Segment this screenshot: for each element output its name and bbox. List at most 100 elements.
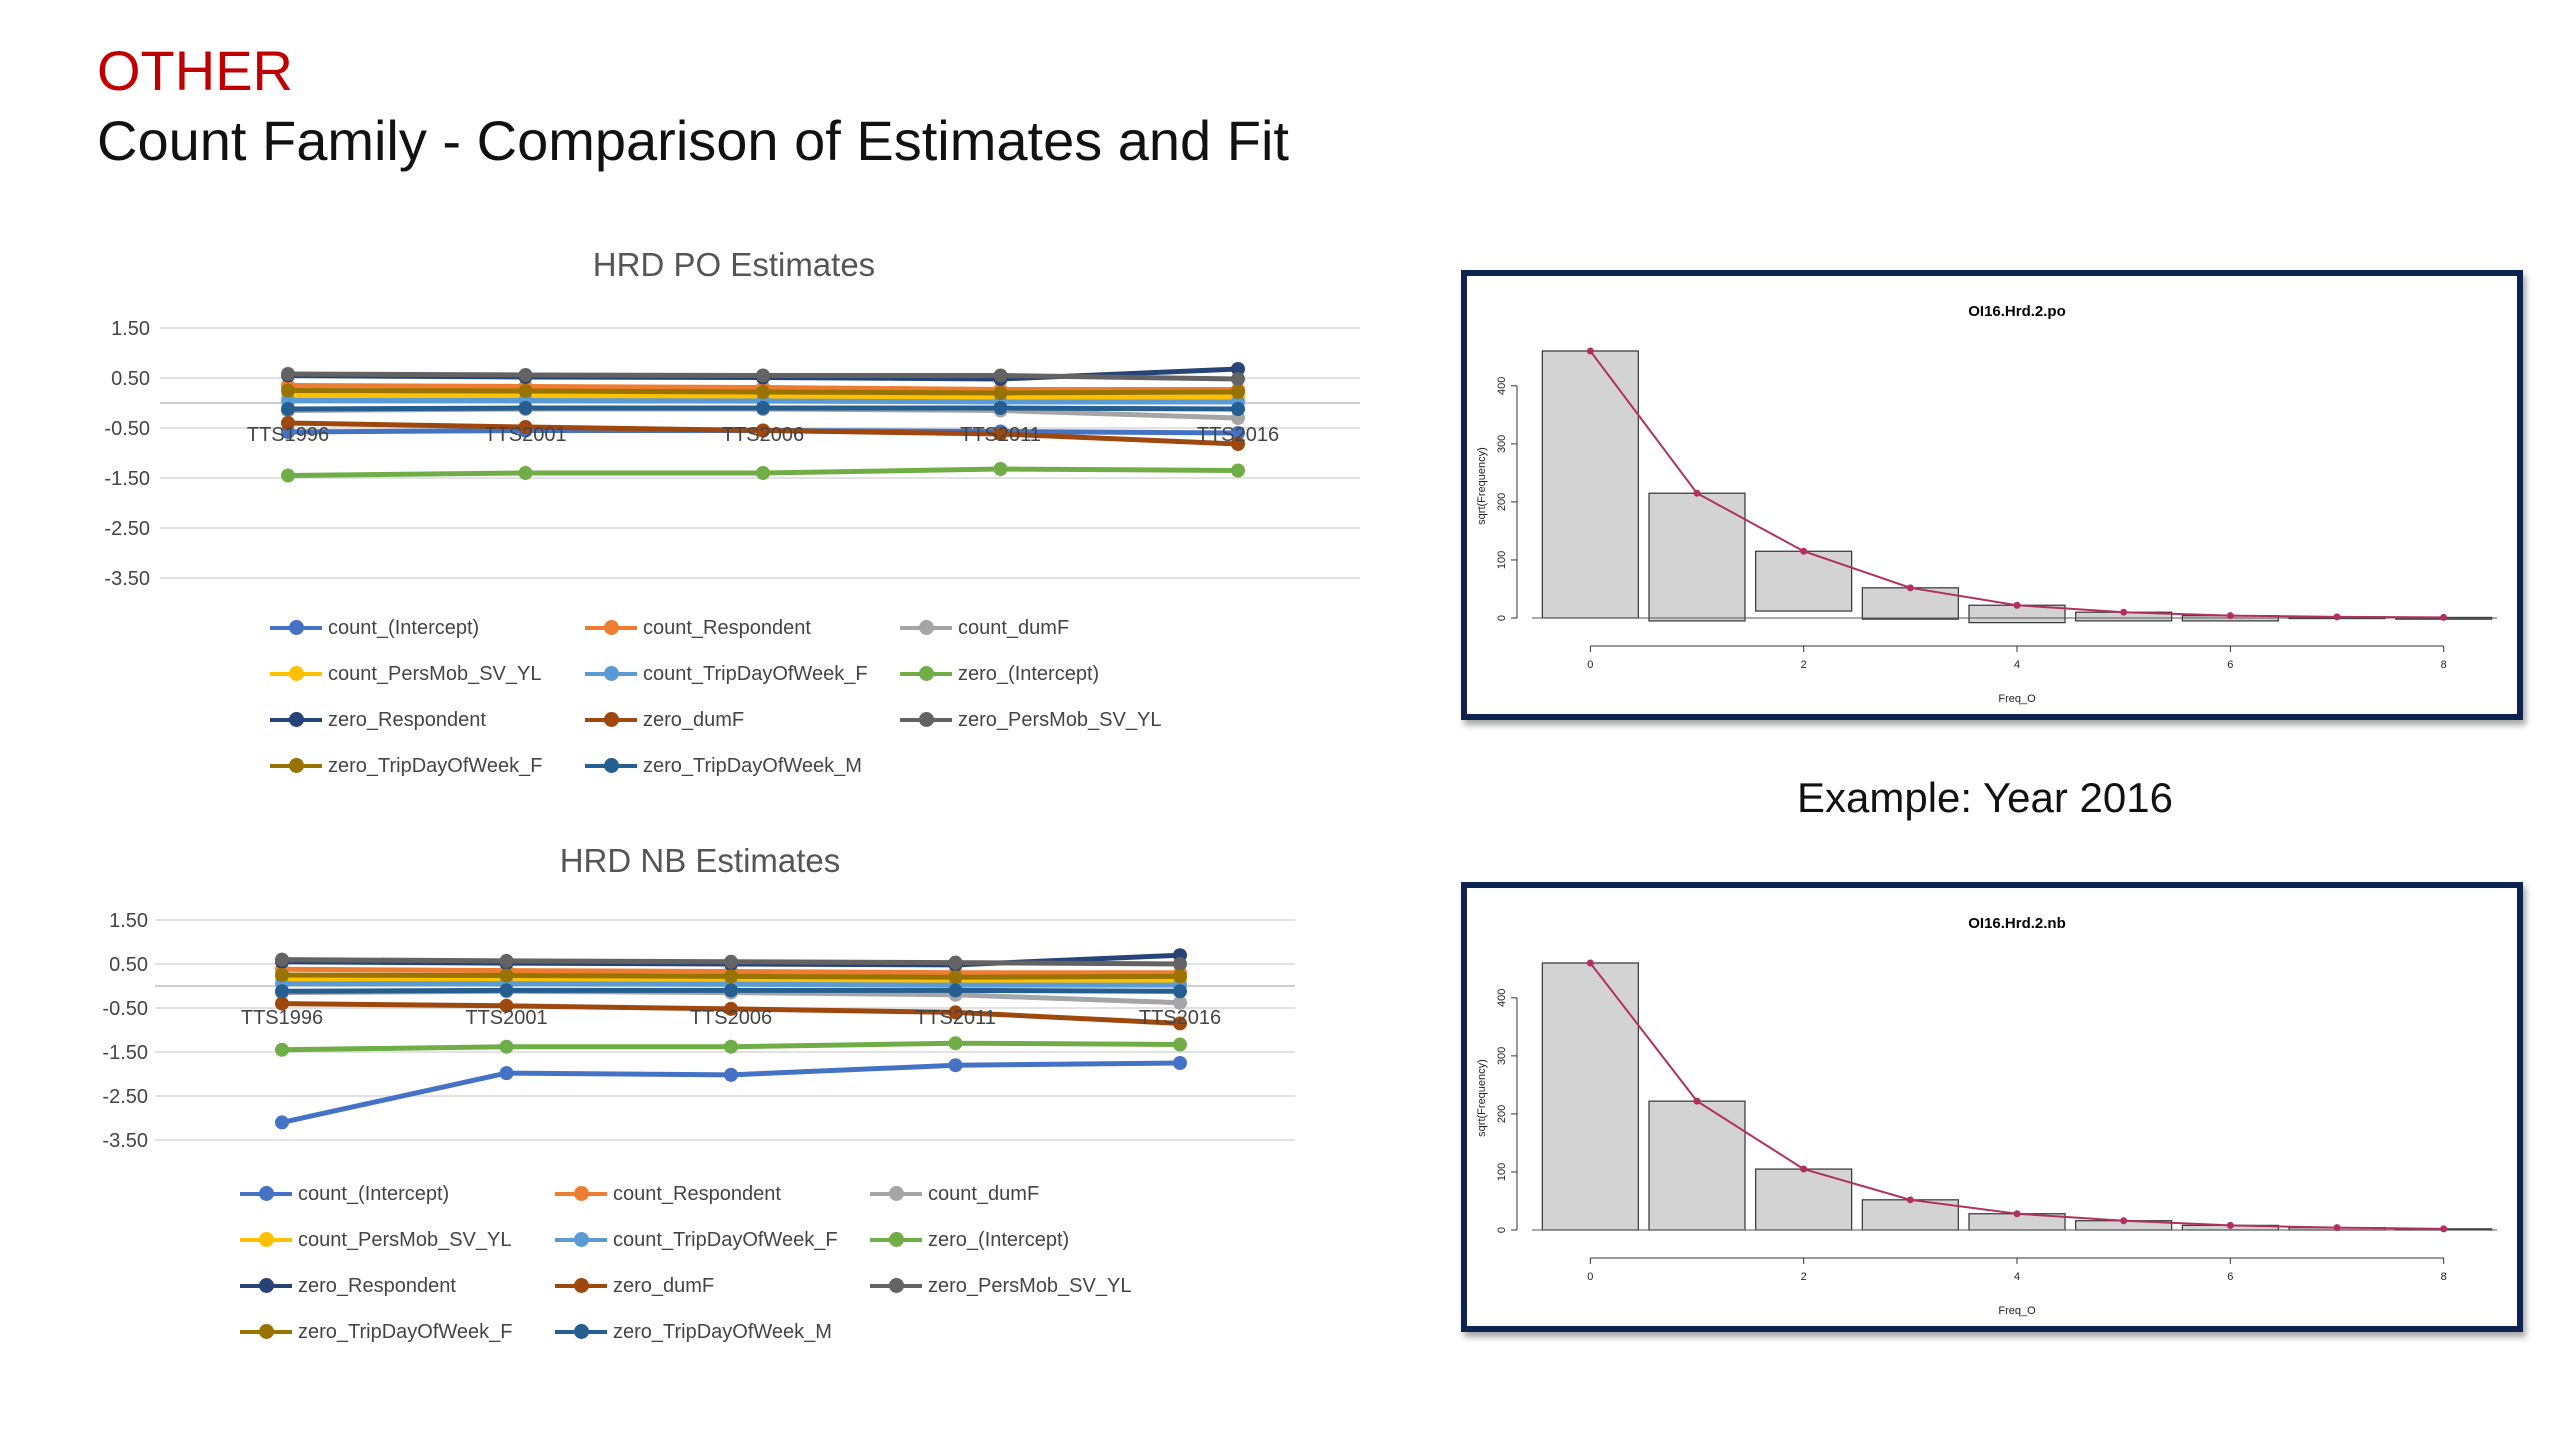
x-tick-label: TTS2011 (960, 424, 1041, 446)
legend-swatch (585, 620, 637, 635)
y-tick-label: 0 (1496, 1227, 1508, 1233)
point-zero-intercept (281, 468, 295, 483)
point-zero-intercept (518, 466, 533, 480)
chart-title: HRD NB Estimates (560, 842, 841, 879)
legend-swatch (270, 712, 322, 727)
legend-label: count_TripDayOfWeek_F (643, 662, 868, 685)
hrd-po-estimates-chart: HRD PO Estimates 1.50 0.50 -0.50 -1.50 -2.50 -… (60, 240, 1380, 600)
legend-label: count_dumF (928, 1182, 1040, 1205)
point-zero-tripdayofweek-f (281, 383, 295, 398)
legend-swatch (240, 1232, 292, 1247)
y-tick-label: 400 (1496, 989, 1508, 1007)
legend-item: count_Respondent (555, 1178, 870, 1210)
expected-point (2013, 1210, 2021, 1218)
point-zero-intercept (948, 1036, 963, 1051)
expected-point (1800, 1165, 1808, 1173)
hrd-nb-estimates-chart: HRD NB Estimates 1.50 0.50 -0.50 -1.50 -2.50 -… (60, 830, 1320, 1190)
legend-swatch (270, 758, 322, 773)
point-zero-tripdayofweek-m (1231, 402, 1245, 416)
point-count-intercept (499, 1066, 514, 1081)
point-zero-intercept (993, 462, 1008, 476)
point-zero-intercept (275, 1042, 289, 1057)
expected-point (2333, 613, 2341, 621)
x-tick-label: 8 (2441, 659, 2447, 671)
point-zero-persmob-sv-yl (724, 954, 738, 969)
legend-item: zero_dumF (555, 1270, 870, 1302)
x-tick-label: 2 (1801, 659, 1807, 671)
legend-item: count_dumF (900, 612, 1215, 644)
x-tick-label: 6 (2227, 659, 2233, 671)
point-zero-tripdayofweek-m (518, 401, 533, 415)
expected-point (1586, 347, 1594, 355)
point-zero-tripdayofweek-m (993, 401, 1008, 415)
x-tick-label: TTS2016 (1139, 1007, 1221, 1029)
legend-swatch (585, 712, 637, 727)
point-zero-tripdayofweek-f (518, 384, 533, 398)
slide-subtitle: Count Family - Comparison of Estimates a… (97, 109, 1289, 172)
legend-label: zero_(Intercept) (928, 1228, 1070, 1251)
x-axis-label: Freq_O (1998, 1305, 2036, 1317)
legend-swatch (585, 666, 637, 681)
expected-point (1906, 1196, 1914, 1204)
y-tick-label: 300 (1496, 1047, 1508, 1065)
legend-item: count_Respondent (585, 612, 900, 644)
point-zero-tripdayofweek-f (1173, 969, 1187, 984)
legend-swatch (555, 1278, 607, 1293)
y-axis-label: sqrt(Frequency) (1476, 447, 1488, 525)
legend-swatch (900, 620, 952, 635)
rootogram-bar (1541, 962, 1639, 1231)
hrd-po-line-svg: HRD PO Estimates 1.50 0.50 -0.50 -1.50 -2.50 -… (104, 246, 1360, 590)
point-zero-dumf (499, 998, 514, 1013)
expected-point (2120, 1217, 2128, 1225)
point-zero-dumf (1173, 1016, 1187, 1031)
legend-label: zero_TripDayOfWeek_F (298, 1320, 513, 1343)
legend-label: zero_Respondent (328, 708, 486, 731)
legend-swatch (555, 1186, 607, 1201)
point-zero-dumf (275, 996, 289, 1011)
point-zero-tripdayofweek-m (1173, 984, 1187, 999)
rootogram-bar (1648, 1100, 1746, 1231)
legend-item: count_dumF (870, 1178, 1185, 1210)
point-zero-dumf (1231, 437, 1245, 451)
x-tick-label: 4 (2014, 659, 2020, 671)
legend-label: zero_PersMob_SV_YL (958, 708, 1162, 731)
expected-point (1586, 959, 1594, 967)
legend-item: zero_PersMob_SV_YL (870, 1270, 1185, 1302)
legend-item: count_TripDayOfWeek_F (555, 1224, 870, 1256)
point-zero-dumf (518, 420, 533, 434)
legend-label: zero_PersMob_SV_YL (928, 1274, 1132, 1297)
x-tick-label: TTS2006 (722, 424, 804, 446)
expected-point (2440, 1225, 2448, 1233)
y-tick-label: -0.50 (104, 418, 150, 440)
y-tick-label: 0 (1496, 615, 1508, 621)
legend-item: zero_dumF (585, 704, 900, 736)
y-axis-label: sqrt(Frequency) (1476, 1059, 1488, 1137)
rootogram-nb-panel: OI16.Hrd.2.nb 0 2 4 6 8 Freq_O 0 100 200 300 400 sqr… (1461, 882, 2523, 1332)
expected-point (2440, 613, 2448, 621)
x-tick-label: TTS2011 (915, 1007, 996, 1029)
x-tick-label: TTS2016 (1197, 424, 1279, 446)
expected-point (2013, 601, 2021, 609)
legend-swatch (270, 666, 322, 681)
rootogram-title: OI16.Hrd.2.po (1968, 303, 2066, 320)
point-zero-persmob-sv-yl (499, 953, 514, 968)
legend-item: count_PersMob_SV_YL (240, 1224, 555, 1256)
legend-item: zero_Respondent (270, 704, 585, 736)
x-tick-label: TTS1996 (247, 424, 329, 446)
legend-swatch (555, 1324, 607, 1339)
legend-item: zero_TripDayOfWeek_F (270, 750, 585, 782)
x-tick-label: TTS2001 (484, 424, 566, 446)
x-tick-label: 8 (2441, 1271, 2447, 1283)
point-zero-tripdayofweek-m (724, 983, 738, 998)
point-zero-dumf (724, 1001, 738, 1016)
legend-swatch (240, 1278, 292, 1293)
legend-swatch (585, 758, 637, 773)
expected-point (1693, 489, 1701, 497)
legend-swatch (870, 1186, 922, 1201)
legend-swatch (900, 666, 952, 681)
expected-point (2333, 1224, 2341, 1232)
x-tick-label: 0 (1587, 1271, 1593, 1283)
point-zero-dumf (281, 416, 295, 430)
rootogram-bar (1648, 492, 1746, 622)
y-tick-label: 200 (1496, 493, 1508, 511)
